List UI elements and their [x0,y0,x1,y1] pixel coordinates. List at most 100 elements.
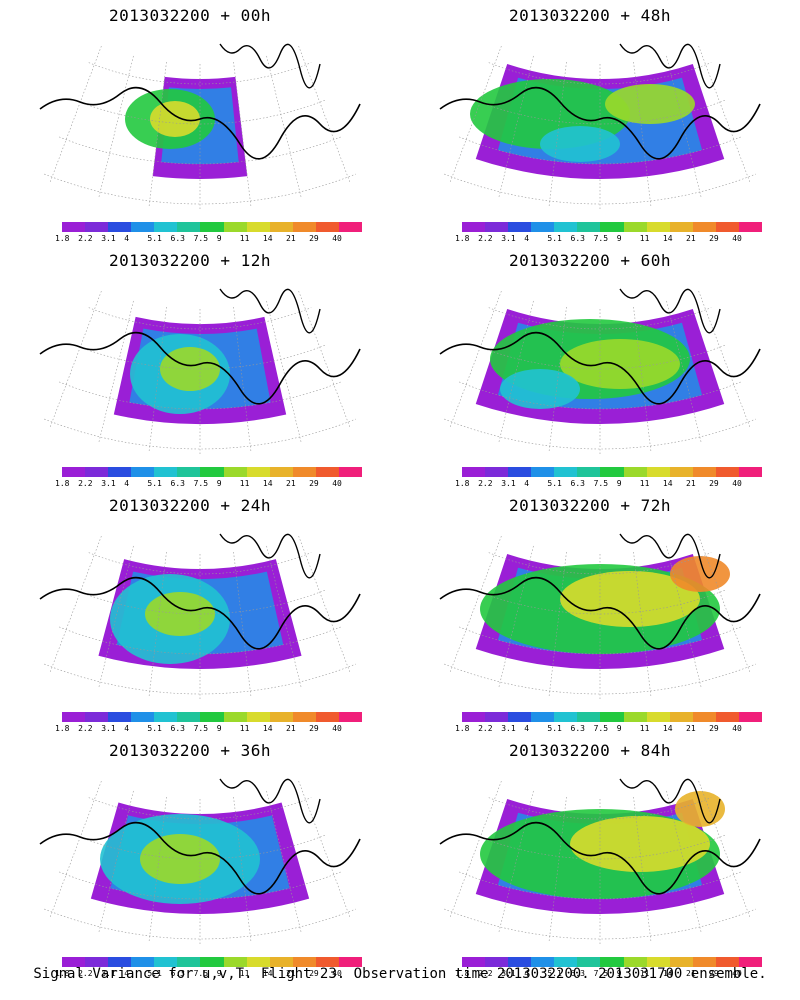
graticule-latitude [58,871,342,900]
colorbar-segment [338,222,363,232]
coastline [39,576,361,650]
colorbar-segment [692,712,716,722]
colorbar-label: 11 [239,969,250,978]
colorbar-label: 11 [639,479,650,488]
colorbar-segment [338,712,363,722]
colorbar-labels: 1.8 2.2 3.1 4 5.1 6.3 7.5 9 11 14 21 29 40 [55,969,375,979]
colorbar-label: 3.1 [501,479,516,488]
coastline [439,331,761,405]
colorbar-segment [62,712,86,722]
colorbar-segment [485,957,509,967]
colorbar-segment [554,957,578,967]
colorbar-label: 29 [309,724,319,733]
colorbar-segment [269,222,293,232]
variance-blob [560,571,700,627]
colorbar-segment [177,222,201,232]
colorbar-segment [62,467,86,477]
colorbar-labels: 1.8 2.2 3.1 4 5.1 6.3 7.5 9 11 14 21 29 40 [55,724,375,734]
colorbar-label: 9 [216,724,222,733]
graticule-latitude [473,834,727,860]
colorbar-label: 6.3 [170,969,185,978]
colorbar-segment [223,467,247,477]
colorbar-label: 21 [286,969,296,978]
colorbar-segment [315,467,339,477]
colorbar-segment [577,222,601,232]
coastline-islands [619,288,721,334]
colorbar-label: 40 [332,724,342,733]
colorbar-labels: 1.8 2.2 3.1 4 5.1 6.3 7.5 9 11 14 21 29 40 [55,479,375,489]
colorbar-segment [269,712,293,722]
graticule-latitude [458,381,742,410]
colorbar-segment [531,222,555,232]
graticule-latitude [73,834,327,860]
colorbar-label: 9 [216,234,222,243]
colorbar-label: 6.3 [170,724,185,733]
colorbar-label: 9 [616,969,622,978]
colorbar-label: 4 [124,234,130,243]
panel-title: 2013032200 + 72h [508,496,672,515]
graticule-latitude [44,173,356,205]
coastline [39,86,361,160]
colorbar-segment [62,957,86,967]
colorbar [62,712,363,722]
colorbar-segment [462,467,486,477]
coastline-islands [619,778,721,824]
panel-84h: 2013032200 + 84h 1.8 2.2 3.1 4 5.1 6.3 7.5 9 11 1… [400,735,800,980]
colorbar-label: 21 [686,479,696,488]
colorbar-label: 29 [309,479,319,488]
colorbar-segment [200,222,224,232]
colorbar-label: 14 [262,724,273,733]
colorbar-segment [600,222,624,232]
colorbar-segment [462,222,486,232]
colorbar-label: 1.8 [55,234,70,243]
colorbar-label: 1.8 [55,479,70,488]
colorbar-label: 21 [286,479,296,488]
colorbar-segment [462,957,486,967]
graticule-latitude [73,344,327,370]
graticule-latitude [73,589,327,615]
colorbar-segment [508,712,532,722]
colorbar-label: 2.2 [478,479,493,488]
colorbar-segment [554,712,578,722]
colorbar-label: 14 [662,234,673,243]
colorbar-label: 29 [309,234,319,243]
colorbar-label: 6.3 [170,479,185,488]
colorbar-label: 9 [616,724,622,733]
colorbar-segment [715,222,739,232]
colorbar-segment [131,467,155,477]
colorbar-segment [600,712,624,722]
colorbar-segment [508,222,532,232]
colorbar-label: 21 [286,724,296,733]
colorbar-segment [692,467,716,477]
colorbar-label: 4 [524,724,530,733]
colorbar-segment [646,957,670,967]
colorbar-labels: 1.8 2.2 3.1 4 5.1 6.3 7.5 9 11 14 21 29 40 [455,724,775,734]
variance-blob [500,369,580,409]
graticule-latitude [58,136,342,165]
colorbar-segment [623,467,647,477]
colorbar-segment [577,467,601,477]
colorbar-label: 2.2 [78,724,93,733]
graticule-latitude [88,307,312,330]
colorbar-label: 2.2 [478,969,493,978]
colorbar [62,957,363,967]
colorbar-label: 21 [686,969,696,978]
colorbar-label: 5.1 [147,724,162,733]
colorbar-segment [154,957,178,967]
colorbar-label: 5.1 [147,234,162,243]
colorbar-label: 11 [239,234,250,243]
graticule-latitude [458,871,742,900]
colorbar-segment [531,957,555,967]
colorbar-segment [108,712,132,722]
variance-blob [570,816,710,872]
colorbar-label: 5.1 [547,234,562,243]
colorbar-segment [462,712,486,722]
colorbar-label: 40 [732,234,742,243]
colorbar-segment [692,222,716,232]
variance-blob [560,339,680,389]
colorbar-segment [508,957,532,967]
panel-72h: 2013032200 + 72h 1.8 2.2 3.1 4 5.1 6.3 7.5 9 11 1… [400,490,800,735]
colorbar-segment [600,957,624,967]
colorbar-label: 1.8 [455,234,470,243]
colorbar-segment [85,712,109,722]
